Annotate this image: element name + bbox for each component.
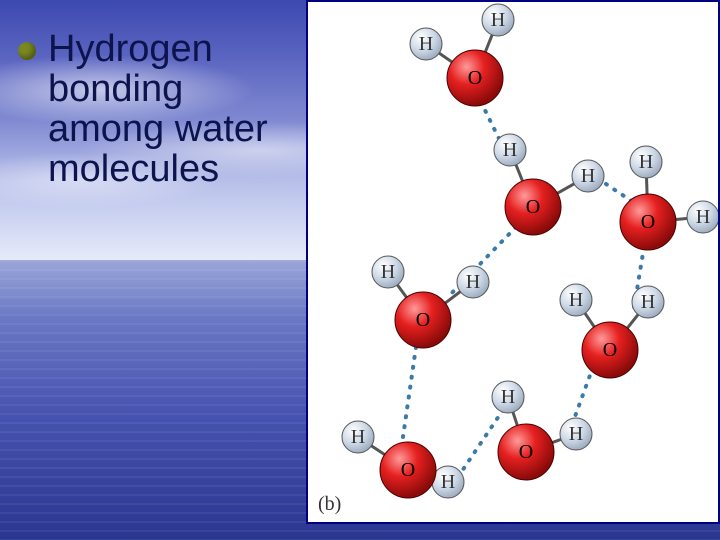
hydrogen-label: H	[503, 139, 517, 161]
oxygen-label: O	[526, 196, 540, 218]
hydrogen-label: H	[501, 386, 515, 408]
hydrogen-label: H	[639, 151, 653, 173]
bullet-text: Hydrogen bonding among water molecules	[48, 30, 308, 190]
hydrogen-bond	[606, 184, 633, 202]
hydrogen-label: H	[641, 291, 655, 313]
oxygen-label: O	[416, 309, 430, 331]
hydrogen-label: H	[441, 471, 455, 493]
bullet-dot-icon	[18, 42, 36, 60]
bullet-item: Hydrogen bonding among water molecules	[18, 30, 308, 190]
hydrogen-label: H	[381, 261, 395, 283]
oxygen-label: O	[401, 459, 415, 481]
hydrogen-label: H	[351, 426, 365, 448]
hydrogen-bond	[403, 347, 416, 437]
hydrogen-bond	[573, 367, 593, 422]
oxygen-label: O	[468, 67, 482, 89]
molecule-diagram: H H H H H H H H H H H H H H O O O O O O O (b)	[306, 0, 720, 524]
hydrogen-bond	[458, 407, 505, 477]
hydrogen-label: H	[581, 165, 595, 187]
oxygen-label: O	[641, 211, 655, 233]
oxygen-label: O	[603, 339, 617, 361]
hydrogen-label: H	[491, 9, 505, 31]
atoms-layer: H H H H H H H H H H H H H H O O O O O O O	[342, 4, 718, 498]
slide: Hydrogen bonding among water molecules H…	[0, 0, 720, 540]
diagram-svg: H H H H H H H H H H H H H H O O O O O O O	[308, 2, 718, 522]
hydrogen-label: H	[466, 271, 480, 293]
bullet-block: Hydrogen bonding among water molecules	[18, 30, 308, 190]
hydrogen-label: H	[696, 206, 710, 228]
diagram-caption: (b)	[318, 493, 341, 516]
oxygen-label: O	[519, 441, 533, 463]
hydrogen-label: H	[569, 289, 583, 311]
hydrogen-label: H	[419, 33, 433, 55]
hydrogen-label: H	[569, 423, 583, 445]
